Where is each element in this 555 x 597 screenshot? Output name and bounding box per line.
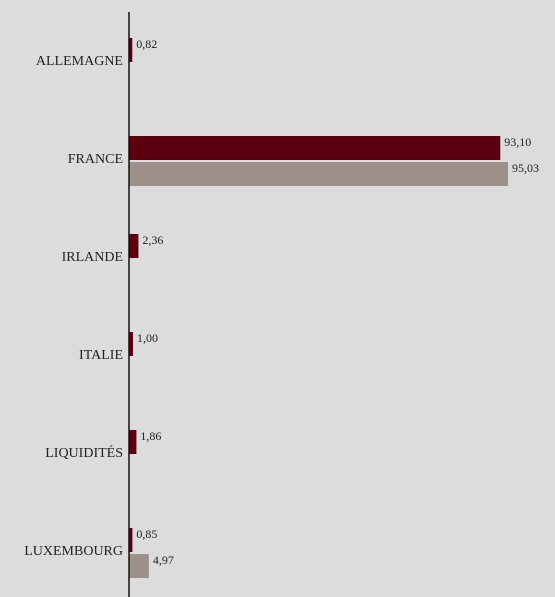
data-label: 95,03 (512, 161, 539, 175)
data-label: 0,82 (136, 37, 157, 51)
category-label: LUXEMBOURG (24, 544, 123, 559)
category-label: FRANCE (68, 152, 123, 167)
bar-1[interactable] (129, 234, 139, 258)
data-label: 0,85 (136, 527, 157, 541)
bar-1[interactable] (129, 136, 501, 160)
bar-1[interactable] (129, 430, 137, 454)
category-label: IRLANDE (62, 250, 123, 265)
data-label: 2,36 (142, 233, 163, 247)
bar-1[interactable] (129, 332, 133, 356)
data-label: 93,10 (504, 135, 531, 149)
data-label: 1,00 (137, 331, 158, 345)
category-label: ALLEMAGNE (36, 54, 123, 69)
bar-1[interactable] (129, 38, 133, 62)
category-label: LIQUIDITÉS (45, 444, 123, 461)
bar-1[interactable] (129, 528, 133, 552)
category-label: ITALIE (79, 348, 123, 363)
bar-2[interactable] (129, 162, 508, 186)
bar-2[interactable] (129, 554, 149, 578)
data-label: 1,86 (140, 429, 161, 443)
data-label: 4,97 (153, 553, 174, 567)
